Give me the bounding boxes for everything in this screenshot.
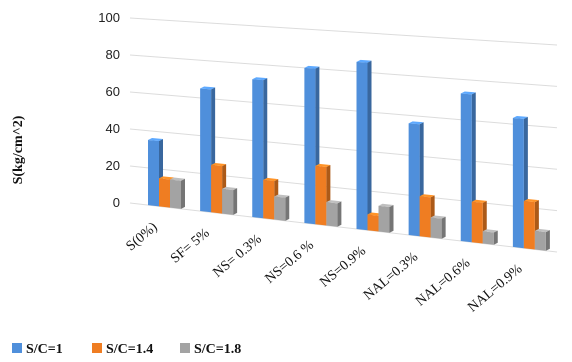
bars bbox=[148, 59, 550, 251]
bar bbox=[222, 186, 238, 215]
y-tick-label: 60 bbox=[106, 84, 120, 99]
category-label: SF= 5% bbox=[168, 226, 213, 267]
legend-label: S/C=1.8 bbox=[194, 342, 241, 357]
y-tick-label: 0 bbox=[113, 195, 120, 210]
legend-swatch bbox=[12, 343, 22, 353]
category-label: NAL=0.6% bbox=[413, 255, 473, 309]
bar bbox=[170, 177, 185, 209]
bar bbox=[252, 77, 268, 219]
gridline bbox=[129, 54, 558, 87]
legend-item: S/C=1 bbox=[12, 342, 63, 357]
bar bbox=[482, 229, 498, 245]
gridline bbox=[129, 128, 558, 170]
legend-label: S/C=1.4 bbox=[106, 342, 153, 357]
y-tick-label: 100 bbox=[98, 10, 120, 25]
category-label: NS= 0.3% bbox=[210, 232, 265, 281]
bar bbox=[378, 203, 394, 233]
category-label: NS=0.9% bbox=[317, 243, 369, 290]
y-axis-title: S(kg/cm^2) bbox=[11, 115, 26, 184]
bar bbox=[534, 228, 550, 251]
bar bbox=[326, 200, 342, 227]
legend-swatch bbox=[92, 343, 102, 353]
y-tick-label: 40 bbox=[106, 121, 120, 136]
legend: S/C=1 S/C=1.4 S/C=1.8 bbox=[12, 342, 241, 357]
gridline bbox=[129, 165, 558, 212]
y-axis-ticks: 0 20 40 60 80 100 bbox=[98, 10, 120, 210]
y-tick-label: 80 bbox=[106, 47, 120, 62]
category-label: NS=0.6 % bbox=[263, 238, 318, 287]
category-label: S(0%) bbox=[124, 220, 161, 255]
bar bbox=[274, 194, 290, 221]
bar bbox=[356, 59, 372, 231]
category-label: NAL=0.9% bbox=[465, 261, 525, 315]
gridlines bbox=[129, 17, 558, 253]
bar bbox=[430, 215, 446, 239]
gridline bbox=[129, 91, 558, 129]
legend-swatch bbox=[180, 343, 190, 353]
legend-item: S/C=1.4 bbox=[92, 342, 153, 357]
legend-label: S/C=1 bbox=[26, 342, 63, 357]
legend-item: S/C=1.8 bbox=[180, 342, 241, 357]
category-label: NAL=0.3% bbox=[361, 249, 421, 303]
gridline bbox=[129, 17, 558, 46]
y-tick-label: 20 bbox=[106, 158, 120, 173]
